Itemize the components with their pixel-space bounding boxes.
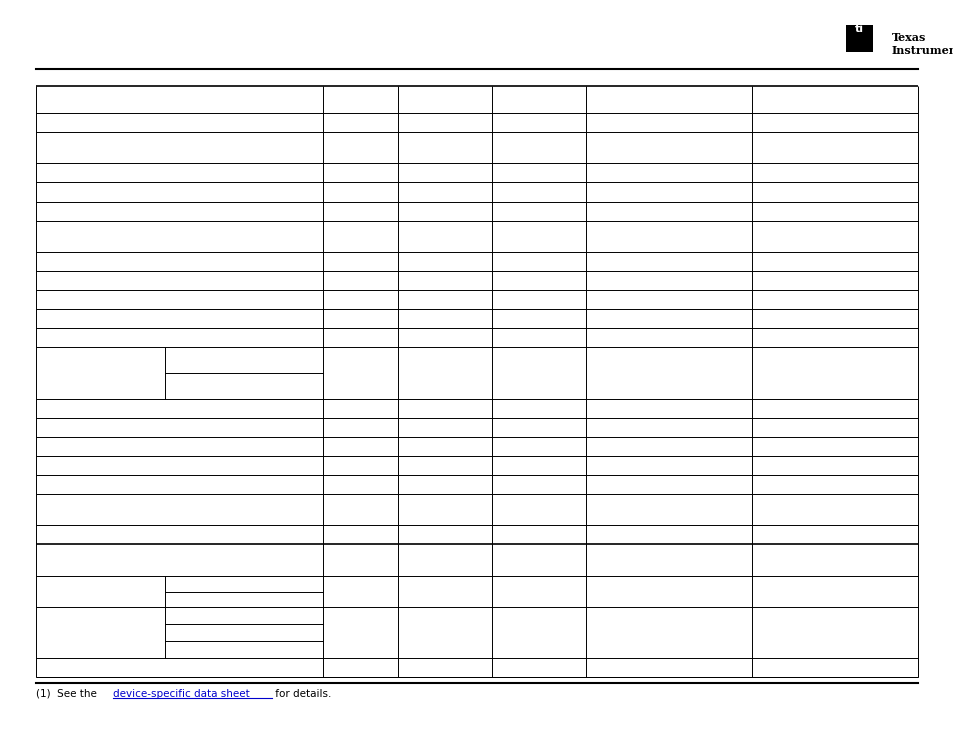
Text: Texas
Instruments: Texas Instruments — [891, 32, 953, 56]
FancyBboxPatch shape — [845, 25, 872, 52]
Text: device-specific data sheet: device-specific data sheet — [112, 689, 249, 699]
Text: for details.: for details. — [272, 689, 331, 699]
Text: ti: ti — [854, 24, 863, 35]
Text: (1)  See the: (1) See the — [36, 689, 100, 699]
